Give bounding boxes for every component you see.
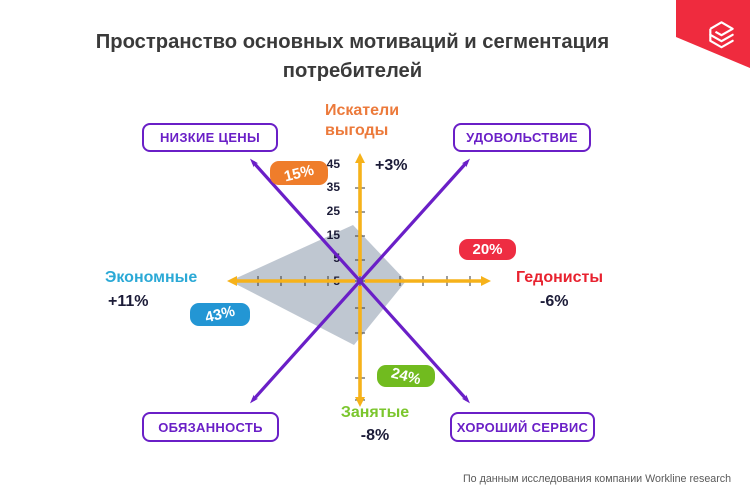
svg-text:15: 15 <box>327 228 341 242</box>
svg-text:25: 25 <box>327 204 341 218</box>
svg-text:35: 35 <box>327 180 341 194</box>
svg-text:45: 45 <box>327 157 341 171</box>
